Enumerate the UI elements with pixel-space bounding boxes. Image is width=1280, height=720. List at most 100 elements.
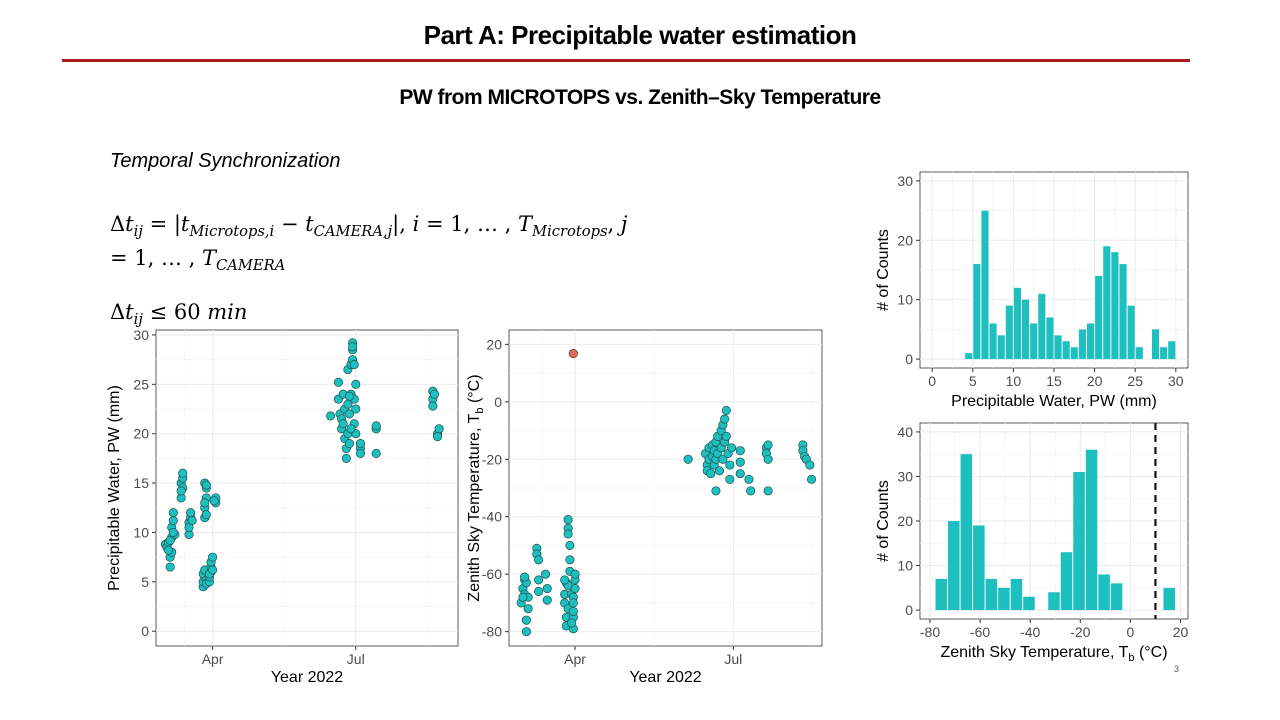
data-point (563, 529, 573, 539)
data-point (186, 508, 196, 518)
y-tick-label: 20 (897, 232, 913, 248)
x-tick-label: 0 (1126, 624, 1134, 640)
histogram-bar (1168, 341, 1176, 360)
histogram-bar (981, 210, 989, 360)
eq-comma: , (607, 212, 621, 236)
eq2-t: t (125, 300, 134, 324)
histogram-bar (1060, 552, 1073, 611)
histogram-bar (1160, 347, 1168, 360)
histogram-bar (948, 521, 960, 611)
histogram-bar (1073, 472, 1085, 611)
sync-heading: Temporal Synchronization (110, 150, 341, 172)
threshold-equation: Δtij ≤ 60 min (110, 300, 247, 328)
x-tick-label: -60 (970, 624, 990, 640)
y-tick-label: 10 (897, 558, 913, 574)
data-point (434, 424, 444, 434)
data-point (725, 460, 735, 470)
data-point (346, 424, 356, 434)
histogram-bar (1010, 578, 1023, 611)
x-tick-label: Jul (724, 651, 742, 667)
data-point (565, 555, 575, 565)
histogram-bar (1030, 323, 1038, 360)
y-tick-label: 30 (897, 173, 913, 189)
data-point (763, 486, 773, 496)
histogram-bar (1005, 305, 1013, 360)
data-point (521, 627, 531, 637)
x-tick-label: 0 (928, 373, 936, 389)
data-point (208, 552, 218, 562)
data-point (744, 474, 754, 484)
histogram-bar (1151, 329, 1160, 360)
histogram-bar (1110, 583, 1123, 611)
data-point (200, 498, 210, 508)
eq-i-range: = 1, … , (419, 212, 519, 236)
y-tick-label: 10 (897, 292, 913, 308)
x-tick-label: 30 (1168, 373, 1184, 389)
data-point (735, 457, 745, 467)
y-tick-label: 0 (141, 623, 149, 639)
histogram-bar (1111, 252, 1119, 360)
histogram-bar (1054, 335, 1062, 360)
eq-sub-ij: ij (133, 223, 143, 241)
y-tick-label: -20 (482, 451, 502, 467)
histogram-bar (1085, 449, 1098, 611)
data-point (721, 431, 731, 441)
x-axis-title-sub: b (1128, 652, 1134, 664)
data-point (168, 508, 178, 518)
data-point (326, 411, 336, 421)
y-tick-label: 30 (133, 327, 149, 343)
histogram-bar (935, 578, 948, 611)
histogram-bar (1119, 264, 1127, 360)
y-tick-label: 20 (486, 336, 502, 352)
data-point (371, 421, 381, 431)
eq-t-camera: t (305, 212, 314, 236)
data-point (208, 565, 218, 575)
x-tick-label: -20 (1070, 624, 1090, 640)
histogram-bar (973, 264, 981, 360)
data-point (348, 342, 358, 352)
data-point (534, 575, 544, 585)
data-point (351, 404, 361, 414)
histogram-bar (1163, 587, 1175, 611)
data-point (209, 496, 219, 506)
data-point (338, 419, 348, 429)
histogram-bar (1013, 287, 1022, 360)
histogram-bar (1070, 347, 1078, 360)
data-point (534, 555, 544, 565)
data-point (178, 468, 188, 478)
histogram-bar (1046, 317, 1054, 360)
x-axis-title: Year 2022 (629, 669, 701, 686)
pw-histogram: 0 10 20 30 0 5 10 15 20 25 30 # of Counts Precipitab… (875, 171, 1189, 410)
eq-T-micro: T (518, 212, 533, 236)
eq-eq-abs: = | (142, 212, 181, 236)
y-axis-title: Precipitable Water, PW (mm) (106, 385, 123, 591)
eq2-leq: ≤ 60 (142, 300, 208, 324)
histogram-bar (1048, 592, 1060, 611)
y-tick-label: 30 (897, 468, 913, 484)
data-point (568, 606, 578, 617)
x-axis-title: Precipitable Water, PW (mm) (951, 393, 1157, 410)
histogram-bar (1095, 275, 1103, 360)
data-point (567, 618, 577, 628)
data-point (518, 592, 528, 602)
data-point (429, 389, 439, 399)
histogram-bar (1098, 574, 1110, 611)
data-point (540, 569, 551, 579)
data-point (725, 474, 735, 484)
data-point (570, 569, 580, 579)
data-point (333, 377, 344, 387)
data-point (201, 510, 211, 520)
x-tick-label: 20 (1173, 624, 1189, 640)
y-axis-title-sub: b (474, 408, 486, 414)
eq-sub-micro: Microtops,i (189, 223, 275, 241)
tb-time-scatter: -80 -60 -40 -20 0 20 Apr Jul Year 2022 Zenith Sky… (466, 329, 823, 686)
data-point (433, 432, 443, 442)
histogram-bar (985, 578, 998, 611)
y-tick-label: 0 (905, 351, 913, 367)
data-point (371, 448, 381, 458)
eq-t-micro: t (180, 212, 190, 236)
eq-i: i (412, 212, 420, 236)
data-point (168, 516, 178, 526)
y-axis-title-unit: (°C) (466, 374, 483, 407)
